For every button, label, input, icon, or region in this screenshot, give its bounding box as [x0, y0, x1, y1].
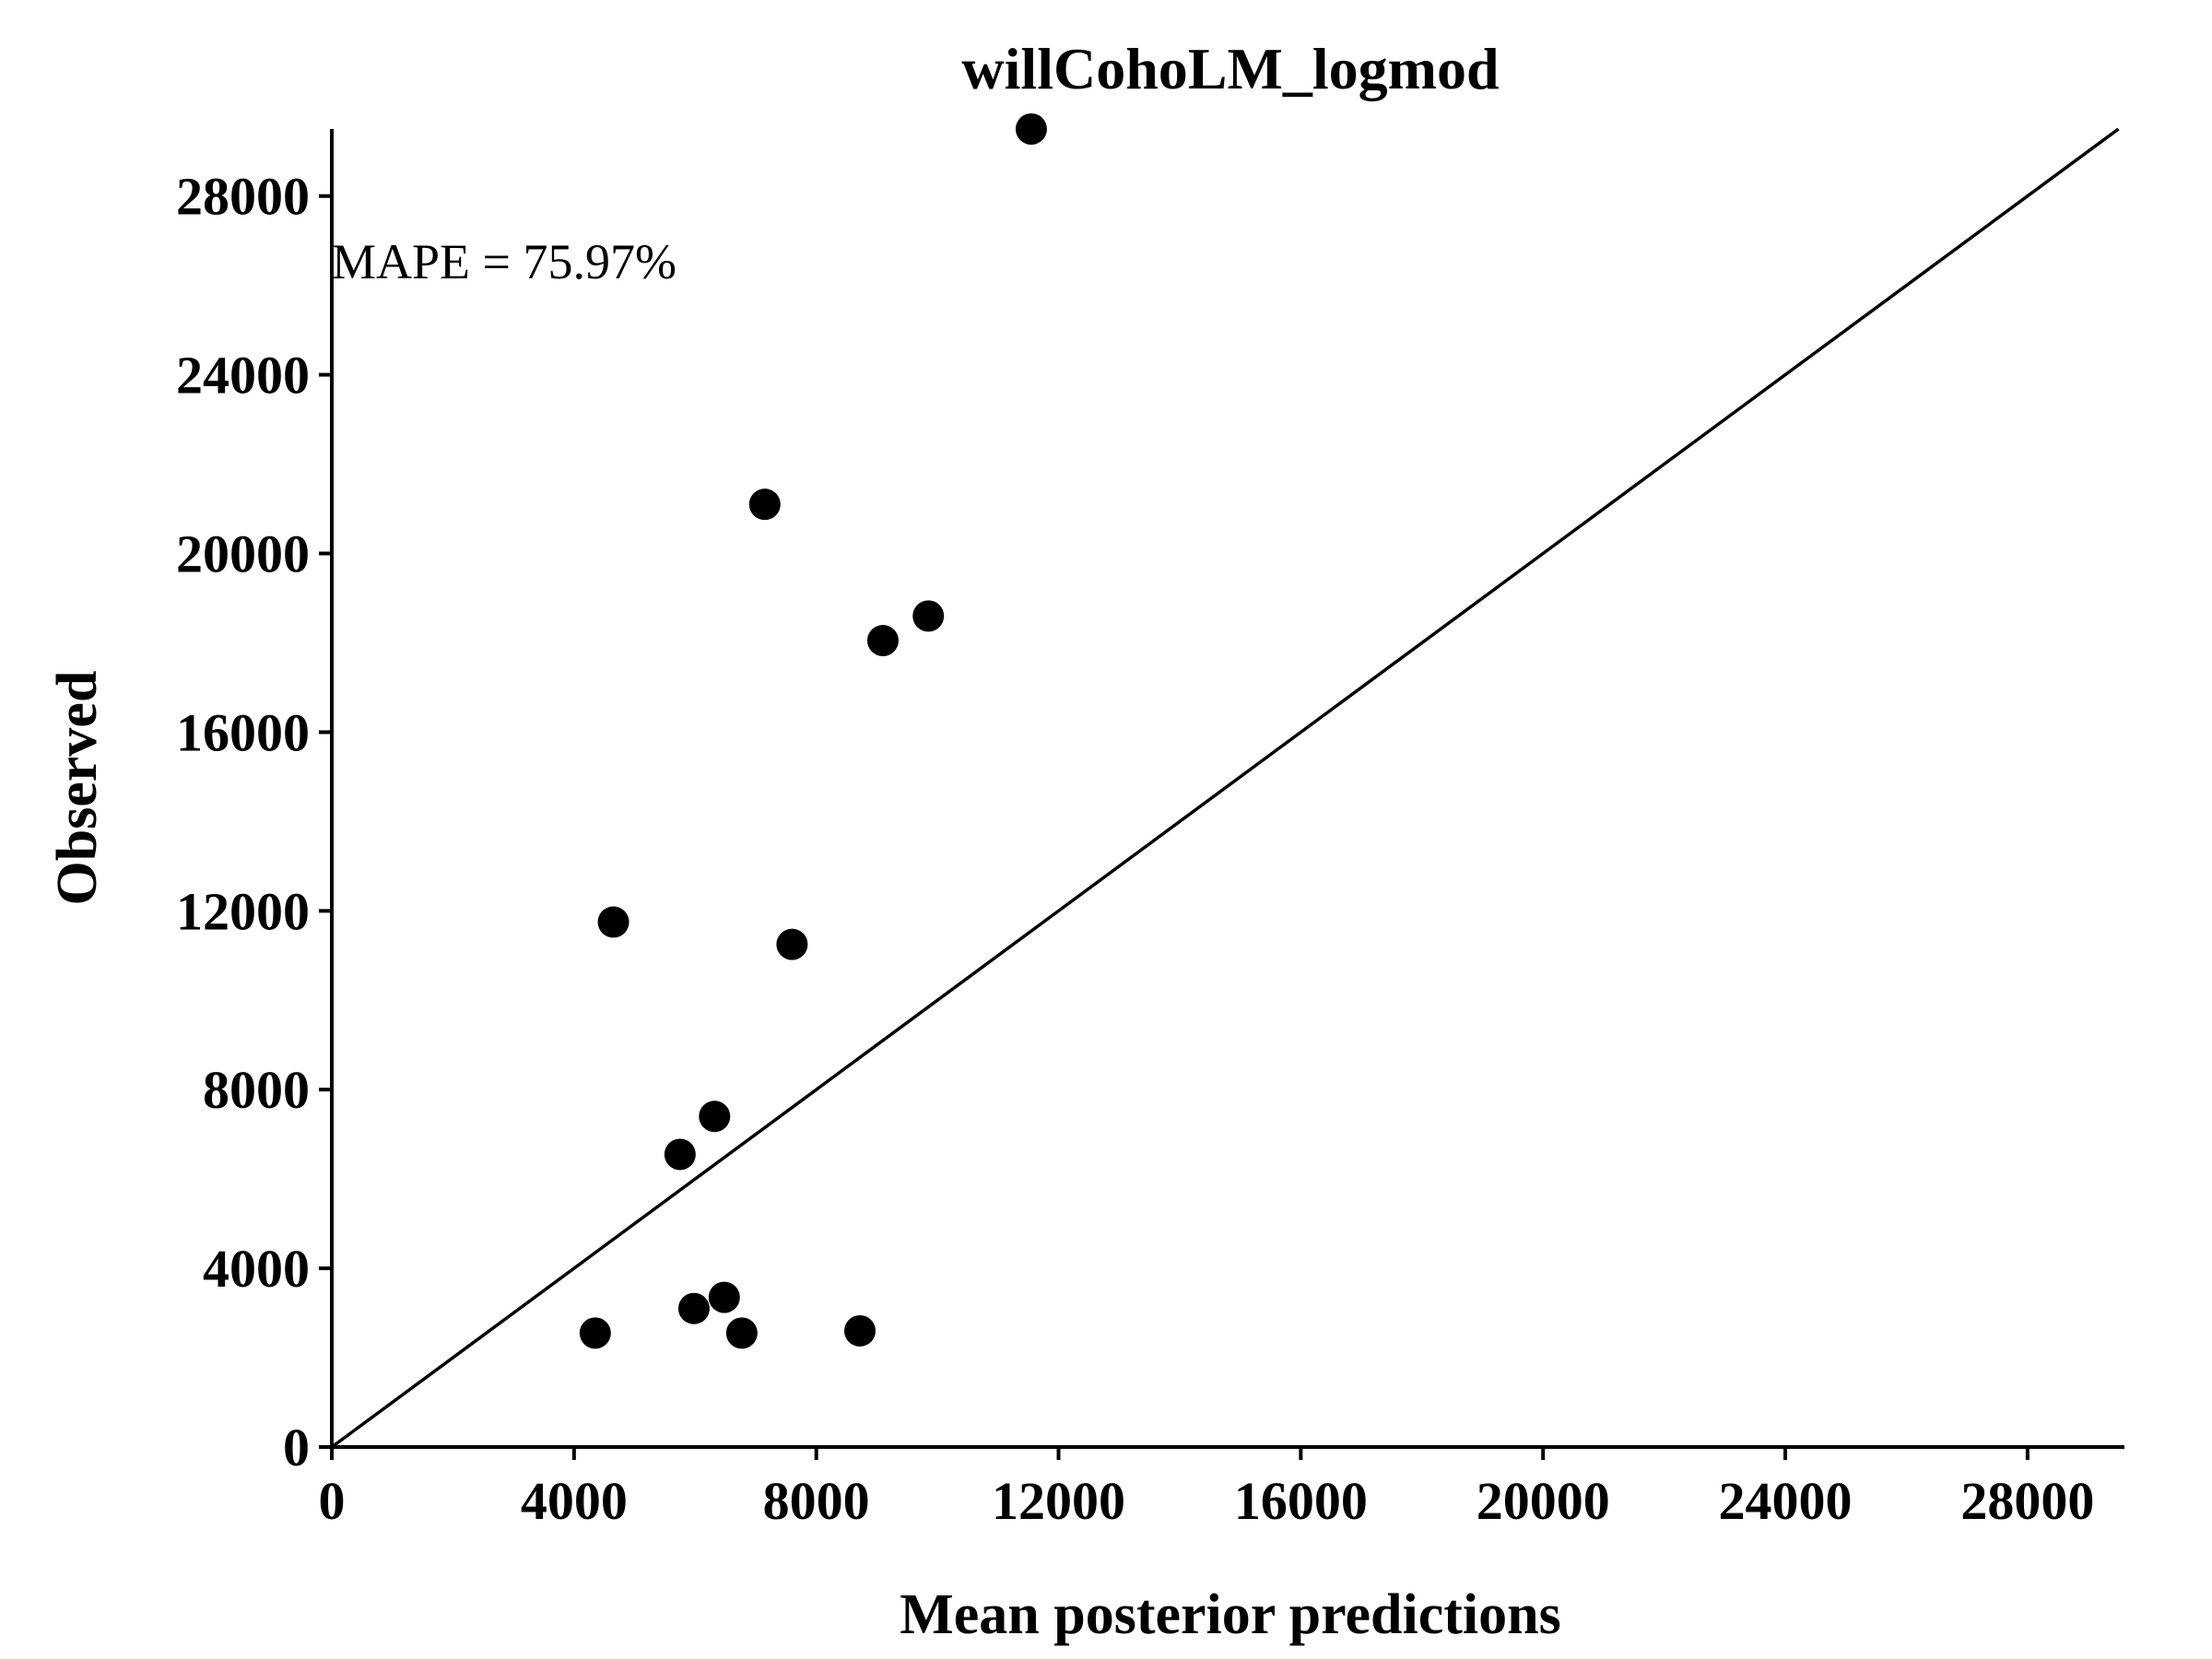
- x-tick-label: 8000: [763, 1471, 870, 1531]
- data-point: [725, 1317, 758, 1349]
- chart-title: willCohoLM_logmod: [961, 36, 1499, 101]
- data-point: [776, 928, 808, 960]
- data-point: [699, 1100, 731, 1133]
- y-tick-label: 24000: [176, 346, 310, 406]
- y-tick-label: 4000: [203, 1239, 310, 1299]
- data-point: [748, 488, 781, 521]
- data-point: [597, 906, 629, 938]
- data-point: [843, 1314, 876, 1347]
- data-point: [912, 600, 945, 632]
- mape-annotation: MAPE = 75.97%: [332, 234, 677, 289]
- x-tick-label: 28000: [1960, 1471, 2094, 1531]
- data-point: [664, 1138, 696, 1171]
- x-axis-label: Mean posterior predictions: [900, 1583, 1561, 1646]
- data-point: [1015, 113, 1047, 145]
- y-tick-label: 0: [283, 1418, 310, 1477]
- y-tick-label: 16000: [176, 702, 310, 762]
- data-points: [579, 113, 1047, 1349]
- x-tick-label: 0: [319, 1471, 346, 1531]
- x-tick-label: 24000: [1719, 1471, 1853, 1531]
- data-point: [579, 1317, 611, 1349]
- data-point: [677, 1292, 710, 1324]
- y-tick-label: 8000: [203, 1060, 310, 1120]
- reference-line-y-equals-x: [330, 127, 2120, 1449]
- y-axis-ticks: 0 4000 8000 12000 16000 20000 24000 28000: [176, 167, 332, 1477]
- x-tick-label: 4000: [521, 1471, 628, 1531]
- x-axis-ticks: 0 4000 8000 12000 16000 20000 24000 28000: [319, 1447, 2094, 1531]
- x-tick-label: 16000: [1234, 1471, 1368, 1531]
- data-point: [866, 625, 899, 657]
- y-tick-label: 12000: [176, 881, 310, 941]
- y-tick-label: 28000: [176, 167, 310, 227]
- x-tick-label: 12000: [992, 1471, 1125, 1531]
- y-tick-label: 20000: [176, 524, 310, 584]
- y-axis-label: Observed: [46, 671, 109, 906]
- data-point: [708, 1281, 740, 1313]
- x-tick-label: 20000: [1477, 1471, 1610, 1531]
